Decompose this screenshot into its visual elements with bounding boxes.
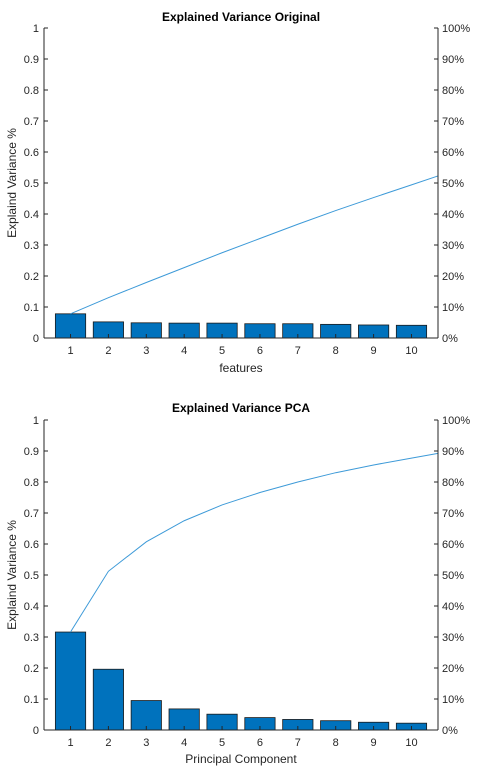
bar-1 [54, 313, 87, 339]
y2-tick-label: 60% [442, 539, 464, 551]
tick-labels: 00.10.20.30.40.50.60.70.80.910%10%20%30%… [24, 415, 471, 749]
axes [43, 27, 439, 339]
x-tick-label: 6 [257, 345, 263, 357]
bar-3 [130, 700, 162, 731]
x-tick-label: 5 [219, 345, 225, 357]
bar-series [54, 313, 428, 339]
cumulative-variance-line [70, 175, 439, 315]
y2-tick-label: 0% [442, 333, 458, 345]
y-tick-label: 0.2 [24, 271, 39, 283]
x-tick-label: 3 [143, 345, 149, 357]
y-axis-label: Explaind Variance % [5, 520, 19, 630]
y-tick-label: 0.5 [24, 178, 39, 190]
y-tick-label: 0.4 [24, 209, 39, 221]
y2-tick-label: 100% [442, 23, 470, 35]
y-tick-label: 0.7 [24, 508, 39, 520]
y2-tick-label: 0% [442, 725, 458, 737]
x-tick-label: 9 [371, 737, 377, 749]
x-tick-label: 1 [67, 737, 73, 749]
y2-tick-label: 90% [442, 54, 464, 66]
x-tick-label: 10 [405, 737, 417, 749]
chart-explained-variance-original: Explained Variance Original Explaind Var… [5, 10, 470, 375]
y-tick-label: 0.3 [24, 240, 39, 252]
y-tick-label: 0.8 [24, 85, 39, 97]
y-tick-label: 0.4 [24, 601, 39, 613]
y2-tick-label: 50% [442, 570, 464, 582]
cumulative-variance-line [70, 452, 439, 633]
y-tick-label: 0.3 [24, 632, 39, 644]
y2-tick-label: 30% [442, 240, 464, 252]
x-tick-label: 2 [105, 345, 111, 357]
x-tick-label: 8 [333, 737, 339, 749]
y-tick-label: 0.5 [24, 570, 39, 582]
y2-tick-label: 70% [442, 508, 464, 520]
x-tick-label: 4 [181, 345, 187, 357]
x-tick-label: 9 [371, 345, 377, 357]
y2-tick-label: 50% [442, 178, 464, 190]
chart-title: Explained Variance PCA [172, 401, 310, 415]
y-tick-label: 0.6 [24, 147, 39, 159]
y-tick-label: 0.9 [24, 54, 39, 66]
y-tick-label: 0.1 [24, 302, 39, 314]
y2-tick-label: 100% [442, 415, 470, 427]
x-tick-label: 6 [257, 737, 263, 749]
y2-tick-label: 10% [442, 694, 464, 706]
y2-tick-label: 30% [442, 632, 464, 644]
y-axis-label: Explaind Variance % [5, 128, 19, 238]
cumulative-series [70, 175, 439, 315]
y-tick-label: 0.8 [24, 477, 39, 489]
y-tick-label: 0.2 [24, 663, 39, 675]
y2-tick-label: 40% [442, 209, 464, 221]
x-tick-label: 4 [181, 737, 187, 749]
y-tick-label: 0.9 [24, 446, 39, 458]
y-tick-label: 1 [33, 23, 39, 35]
bar-2 [92, 668, 124, 731]
y-tick-label: 0.6 [24, 539, 39, 551]
y2-tick-label: 80% [442, 85, 464, 97]
y2-tick-label: 90% [442, 446, 464, 458]
x-tick-label: 1 [67, 345, 73, 357]
cumulative-series [70, 452, 439, 633]
bar-series [54, 631, 428, 731]
y-tick-label: 1 [33, 415, 39, 427]
x-tick-label: 8 [333, 345, 339, 357]
y2-tick-label: 40% [442, 601, 464, 613]
y2-tick-label: 60% [442, 147, 464, 159]
chart-explained-variance-pca: Explained Variance PCA Explaind Variance… [5, 401, 470, 766]
bar-1 [54, 631, 87, 731]
y2-tick-label: 80% [442, 477, 464, 489]
y-tick-label: 0 [33, 725, 39, 737]
y-tick-label: 0.1 [24, 694, 39, 706]
x-tick-label: 2 [105, 737, 111, 749]
x-tick-label: 5 [219, 737, 225, 749]
tick-labels: 00.10.20.30.40.50.60.70.80.910%10%20%30%… [24, 23, 471, 357]
y2-tick-label: 10% [442, 302, 464, 314]
x-tick-label: 10 [405, 345, 417, 357]
y-tick-label: 0 [33, 333, 39, 345]
y2-tick-label: 70% [442, 116, 464, 128]
x-tick-label: 7 [295, 737, 301, 749]
chart-title: Explained Variance Original [162, 10, 320, 24]
x-tick-label: 3 [143, 737, 149, 749]
x-axis-label: features [219, 361, 262, 375]
axes [43, 419, 439, 731]
y2-tick-label: 20% [442, 271, 464, 283]
x-axis-label: Principal Component [185, 752, 297, 766]
y2-tick-label: 20% [442, 663, 464, 675]
x-tick-label: 7 [295, 345, 301, 357]
y-tick-label: 0.7 [24, 116, 39, 128]
